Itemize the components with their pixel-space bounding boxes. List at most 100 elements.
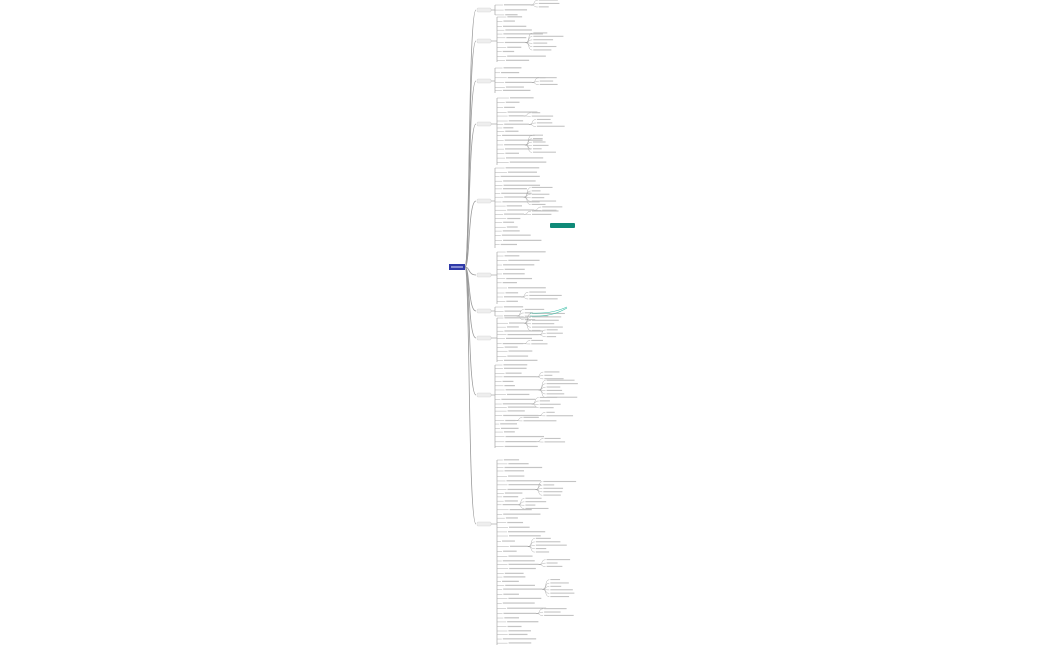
leaf-node[interactable] <box>507 333 539 336</box>
leaf-node[interactable] <box>502 230 520 232</box>
leaf-node[interactable] <box>506 37 527 39</box>
sub-leaf-node[interactable] <box>536 122 553 124</box>
leaf-node[interactable] <box>508 484 541 486</box>
sub-leaf-node[interactable] <box>539 77 557 79</box>
leaf-node[interactable] <box>503 306 524 308</box>
leaf-node[interactable] <box>503 576 526 578</box>
leaf-node[interactable] <box>506 277 533 280</box>
leaf-node[interactable] <box>504 144 525 146</box>
leaf-node[interactable] <box>502 580 519 582</box>
sub-leaf-node[interactable] <box>523 416 539 418</box>
leaf-node[interactable] <box>503 367 527 369</box>
leaf-node[interactable] <box>509 567 536 570</box>
leaf-node[interactable] <box>504 41 526 44</box>
sub-leaf-node[interactable] <box>535 551 550 553</box>
leaf-node[interactable] <box>503 127 514 129</box>
sub-leaf-node[interactable] <box>533 45 557 48</box>
sub-leaf-node[interactable] <box>546 379 575 381</box>
branch-node[interactable] <box>476 335 492 341</box>
leaf-node[interactable] <box>507 406 537 408</box>
leaf-node[interactable] <box>507 16 523 18</box>
leaf-node[interactable] <box>502 50 515 53</box>
leaf-node[interactable] <box>503 550 517 552</box>
sub-leaf-node[interactable] <box>546 565 563 567</box>
sub-leaf-node[interactable] <box>525 507 549 510</box>
leaf-node[interactable] <box>506 300 518 302</box>
leaf-node[interactable] <box>502 25 527 27</box>
sub-leaf-node[interactable] <box>533 49 552 51</box>
sub-leaf-node[interactable] <box>546 396 578 398</box>
leaf-node[interactable] <box>502 342 524 345</box>
leaf-node[interactable] <box>502 282 517 284</box>
leaf-node[interactable] <box>508 555 533 557</box>
sub-leaf-node[interactable] <box>532 134 543 136</box>
sub-leaf-node[interactable] <box>538 0 558 1</box>
leaf-node[interactable] <box>508 597 542 599</box>
leaf-node[interactable] <box>505 81 532 83</box>
leaf-node[interactable] <box>502 560 535 562</box>
leaf-node[interactable] <box>503 593 519 595</box>
leaf-node[interactable] <box>503 4 531 6</box>
sub-leaf-node[interactable] <box>532 148 542 150</box>
leaf-node[interactable] <box>505 59 530 61</box>
leaf-node[interactable] <box>508 350 533 352</box>
sub-leaf-node[interactable] <box>550 582 569 584</box>
sub-leaf-node[interactable] <box>544 611 561 613</box>
sub-leaf-node[interactable] <box>531 190 541 192</box>
leaf-node[interactable] <box>502 188 527 190</box>
sub-leaf-node[interactable] <box>538 2 560 4</box>
sub-leaf-node[interactable] <box>546 562 558 564</box>
leaf-node[interactable] <box>508 531 546 533</box>
leaf-node[interactable] <box>503 315 517 317</box>
sub-leaf-node[interactable] <box>532 316 562 318</box>
sub-leaf-node[interactable] <box>550 585 562 587</box>
leaf-node[interactable] <box>504 255 520 257</box>
sub-leaf-node[interactable] <box>546 329 558 331</box>
sub-leaf-node[interactable] <box>542 209 557 211</box>
leaf-node[interactable] <box>507 55 546 57</box>
leaf-node[interactable] <box>508 259 540 261</box>
branch-node[interactable] <box>476 121 492 127</box>
sub-leaf-node[interactable] <box>544 371 560 373</box>
leaf-node[interactable] <box>507 625 522 628</box>
leaf-node[interactable] <box>503 376 537 378</box>
sub-leaf-node[interactable] <box>524 319 536 321</box>
sub-leaf-node[interactable] <box>550 592 575 594</box>
leaf-node[interactable] <box>503 459 520 461</box>
branch-node[interactable] <box>476 392 492 398</box>
sub-leaf-node[interactable] <box>543 494 561 496</box>
leaf-node[interactable] <box>508 322 525 324</box>
branch-node[interactable] <box>476 7 492 13</box>
leaf-node[interactable] <box>506 393 530 396</box>
leaf-node[interactable] <box>505 337 532 339</box>
leaf-node[interactable] <box>505 372 522 374</box>
sub-leaf-node[interactable] <box>546 386 561 388</box>
leaf-node[interactable] <box>505 130 519 132</box>
leaf-node[interactable] <box>507 488 536 491</box>
sub-leaf-node[interactable] <box>525 501 547 503</box>
leaf-node[interactable] <box>507 171 537 173</box>
sub-leaf-node[interactable] <box>539 407 554 409</box>
leaf-node[interactable] <box>502 273 525 275</box>
sub-leaf-node[interactable] <box>533 32 548 34</box>
sub-leaf-node[interactable] <box>550 596 570 598</box>
sub-leaf-node[interactable] <box>532 312 565 315</box>
leaf-node[interactable] <box>501 71 520 74</box>
leaf-node[interactable] <box>504 330 543 332</box>
leaf-node[interactable] <box>504 500 518 502</box>
sub-leaf-node[interactable] <box>546 336 557 338</box>
leaf-node[interactable] <box>507 621 539 623</box>
leaf-node[interactable] <box>503 221 515 223</box>
leaf-node[interactable] <box>504 572 524 574</box>
leaf-node[interactable] <box>505 152 519 154</box>
sub-leaf-node[interactable] <box>543 487 564 489</box>
leaf-node[interactable] <box>508 115 524 117</box>
leaf-node[interactable] <box>503 239 542 241</box>
leaf-node[interactable] <box>503 296 522 298</box>
leaf-node[interactable] <box>504 346 518 348</box>
sub-leaf-node[interactable] <box>525 497 542 499</box>
leaf-node[interactable] <box>504 213 524 215</box>
leaf-node[interactable] <box>508 475 525 477</box>
sub-leaf-node[interactable] <box>550 589 573 591</box>
branch-node[interactable] <box>476 521 492 527</box>
